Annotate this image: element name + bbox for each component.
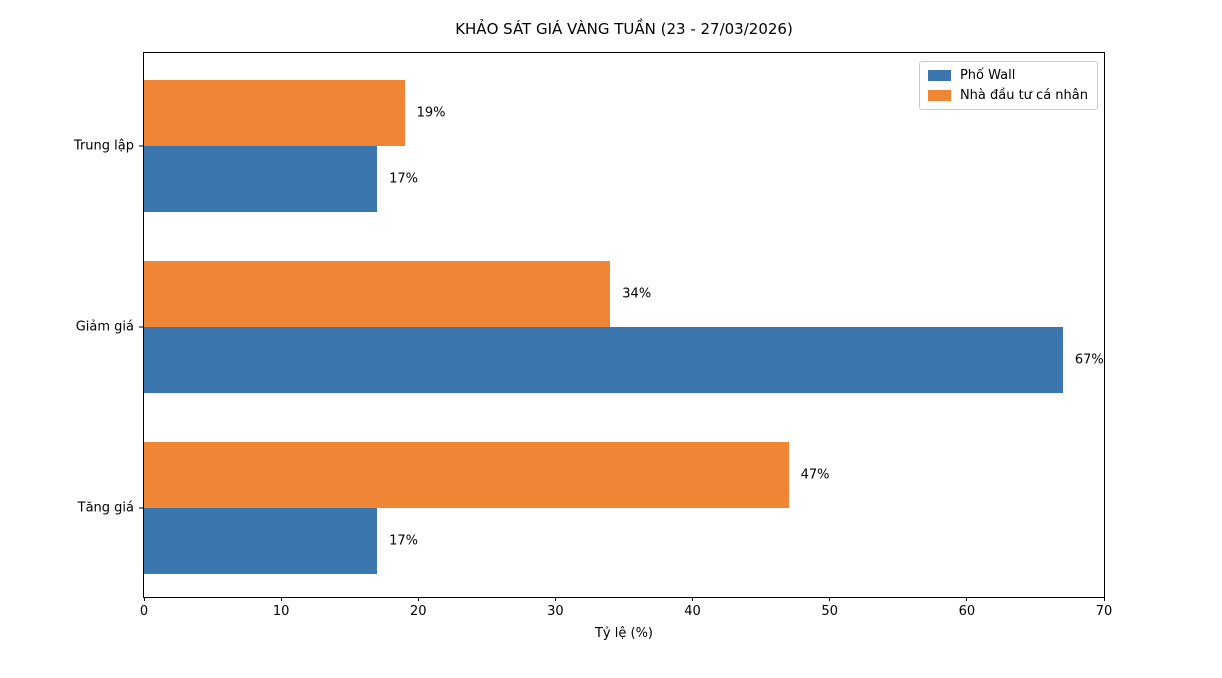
x-tick-mark — [966, 597, 968, 601]
x-tick-mark — [417, 597, 419, 601]
bar-value-label: 34% — [622, 286, 652, 302]
legend-swatch-pho-wall — [927, 70, 951, 81]
x-tick-mark — [143, 597, 145, 601]
y-tick-label: Trung lập — [73, 138, 134, 154]
bar-pho-wall — [144, 508, 378, 575]
x-tick-label: 0 — [139, 604, 149, 619]
bar-value-label: 17% — [389, 171, 419, 187]
x-tick-label: 20 — [410, 604, 427, 619]
bar-pho-wall — [144, 145, 378, 212]
plot-area: Phố Wall Nhà đầu tư cá nhân 0 10 20 30 40 50 6… — [74, 52, 1112, 619]
y-tick-mark — [139, 507, 143, 509]
legend-swatch-nha-dau-tu — [927, 90, 951, 101]
bar-value-label: 19% — [416, 105, 446, 121]
x-tick-label: 60 — [958, 604, 976, 619]
legend-label-nha-dau-tu: Nhà đầu tư cá nhân — [959, 88, 1088, 103]
legend-entry-pho-wall: Phố Wall — [927, 68, 1088, 83]
bar-value-label: 17% — [389, 533, 419, 549]
x-tick-mark — [692, 597, 694, 601]
bar-nha-dau-tu — [144, 442, 789, 509]
x-tick-mark — [1103, 597, 1105, 601]
y-tick-mark — [139, 326, 143, 328]
bar-value-label: 67% — [1074, 352, 1104, 368]
bar-value-label: 47% — [800, 467, 830, 483]
x-tick-label: 10 — [272, 604, 290, 619]
y-tick-mark — [139, 145, 143, 147]
x-axis-label: Tỷ lệ (%) — [594, 626, 653, 641]
x-tick-mark — [280, 597, 282, 601]
legend-entry-nha-dau-tu: Nhà đầu tư cá nhân — [927, 88, 1088, 103]
x-tick-label: 30 — [547, 604, 564, 619]
bar-nha-dau-tu — [144, 261, 611, 327]
x-tick-label: 50 — [821, 604, 838, 619]
x-tick-mark — [829, 597, 831, 601]
y-tick-label: Tăng giá — [77, 500, 134, 516]
legend-label-pho-wall: Phố Wall — [959, 68, 1016, 83]
x-tick-label: 40 — [684, 604, 701, 619]
y-tick-label: Giảm giá — [75, 319, 134, 335]
chart-title: KHẢO SÁT GIÁ VÀNG TUẦN (23 - 27/03/2026) — [455, 20, 793, 38]
bar-nha-dau-tu — [144, 79, 405, 146]
bar-pho-wall — [144, 327, 1063, 393]
x-tick-mark — [554, 597, 556, 601]
x-tick-label: 70 — [1095, 604, 1113, 619]
legend: Phố Wall Nhà đầu tư cá nhân — [918, 61, 1098, 110]
